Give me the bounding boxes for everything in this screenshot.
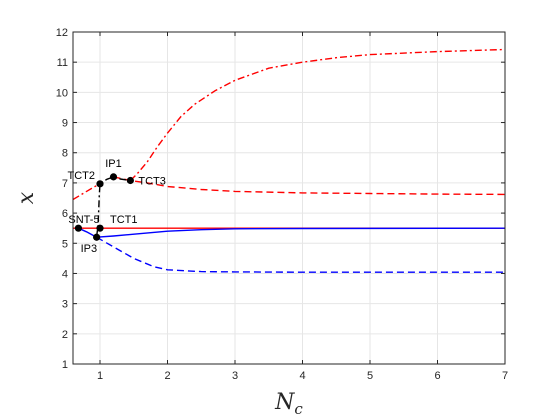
series-line-1 (129, 48, 506, 181)
point-marker-tct1 (96, 224, 104, 232)
x-tick-label: 4 (299, 370, 305, 382)
y-tick-label: 7 (62, 178, 68, 190)
series-line-8 (96, 236, 505, 273)
y-tick-label: 4 (62, 268, 68, 280)
x-axis-label-sub: c (294, 400, 303, 418)
point-marker-ip3 (93, 233, 101, 241)
series-line-6 (96, 227, 506, 238)
x-tick-label: 7 (502, 370, 508, 382)
x-tick-label: 6 (434, 370, 440, 382)
point-marker-tct2 (96, 180, 104, 188)
plot-frame (72, 31, 506, 365)
y-tick-label: 8 (62, 148, 68, 160)
x-tick-label: 2 (164, 370, 170, 382)
series-line-3 (72, 183, 101, 201)
x-tick-label: 1 (97, 370, 103, 382)
series-line-4 (95, 176, 131, 238)
point-marker-ip1 (109, 173, 118, 181)
point-marker-snt-5 (74, 224, 82, 232)
grid-lines (73, 31, 506, 365)
chart-series (72, 48, 506, 273)
y-tick-label: 3 (62, 299, 68, 311)
point-label-snt-5: SNT-5 (68, 214, 99, 226)
x-tick-label: 3 (232, 370, 238, 382)
x-axis-label: Nc (274, 390, 303, 418)
series-line-2 (113, 176, 506, 196)
special-points: SNT-5 TCT1 IP3 TCT2 IP1 TCT3 (68, 158, 166, 255)
point-label-tct1: TCT1 (110, 214, 138, 226)
y-tick-label: 9 (62, 118, 68, 130)
point-marker-tct3 (126, 176, 134, 185)
y-tick-label: 6 (62, 208, 68, 220)
y-tick-label: 12 (56, 27, 68, 39)
y-tick-label: 5 (62, 238, 68, 250)
y-axis-label: x (14, 191, 39, 204)
point-label-tct2: TCT2 (68, 170, 96, 182)
point-label-ip1: IP1 (105, 158, 122, 170)
x-tick-label: 5 (367, 370, 373, 382)
x-axis-label-base: N (274, 390, 295, 415)
y-tick-label: 1 (62, 359, 68, 371)
y-tick-label: 2 (62, 329, 68, 341)
y-tick-label: 10 (56, 87, 68, 99)
point-label-ip3: IP3 (81, 243, 98, 255)
y-tick-label: 11 (57, 57, 68, 69)
point-label-tct3: TCT3 (138, 175, 166, 187)
